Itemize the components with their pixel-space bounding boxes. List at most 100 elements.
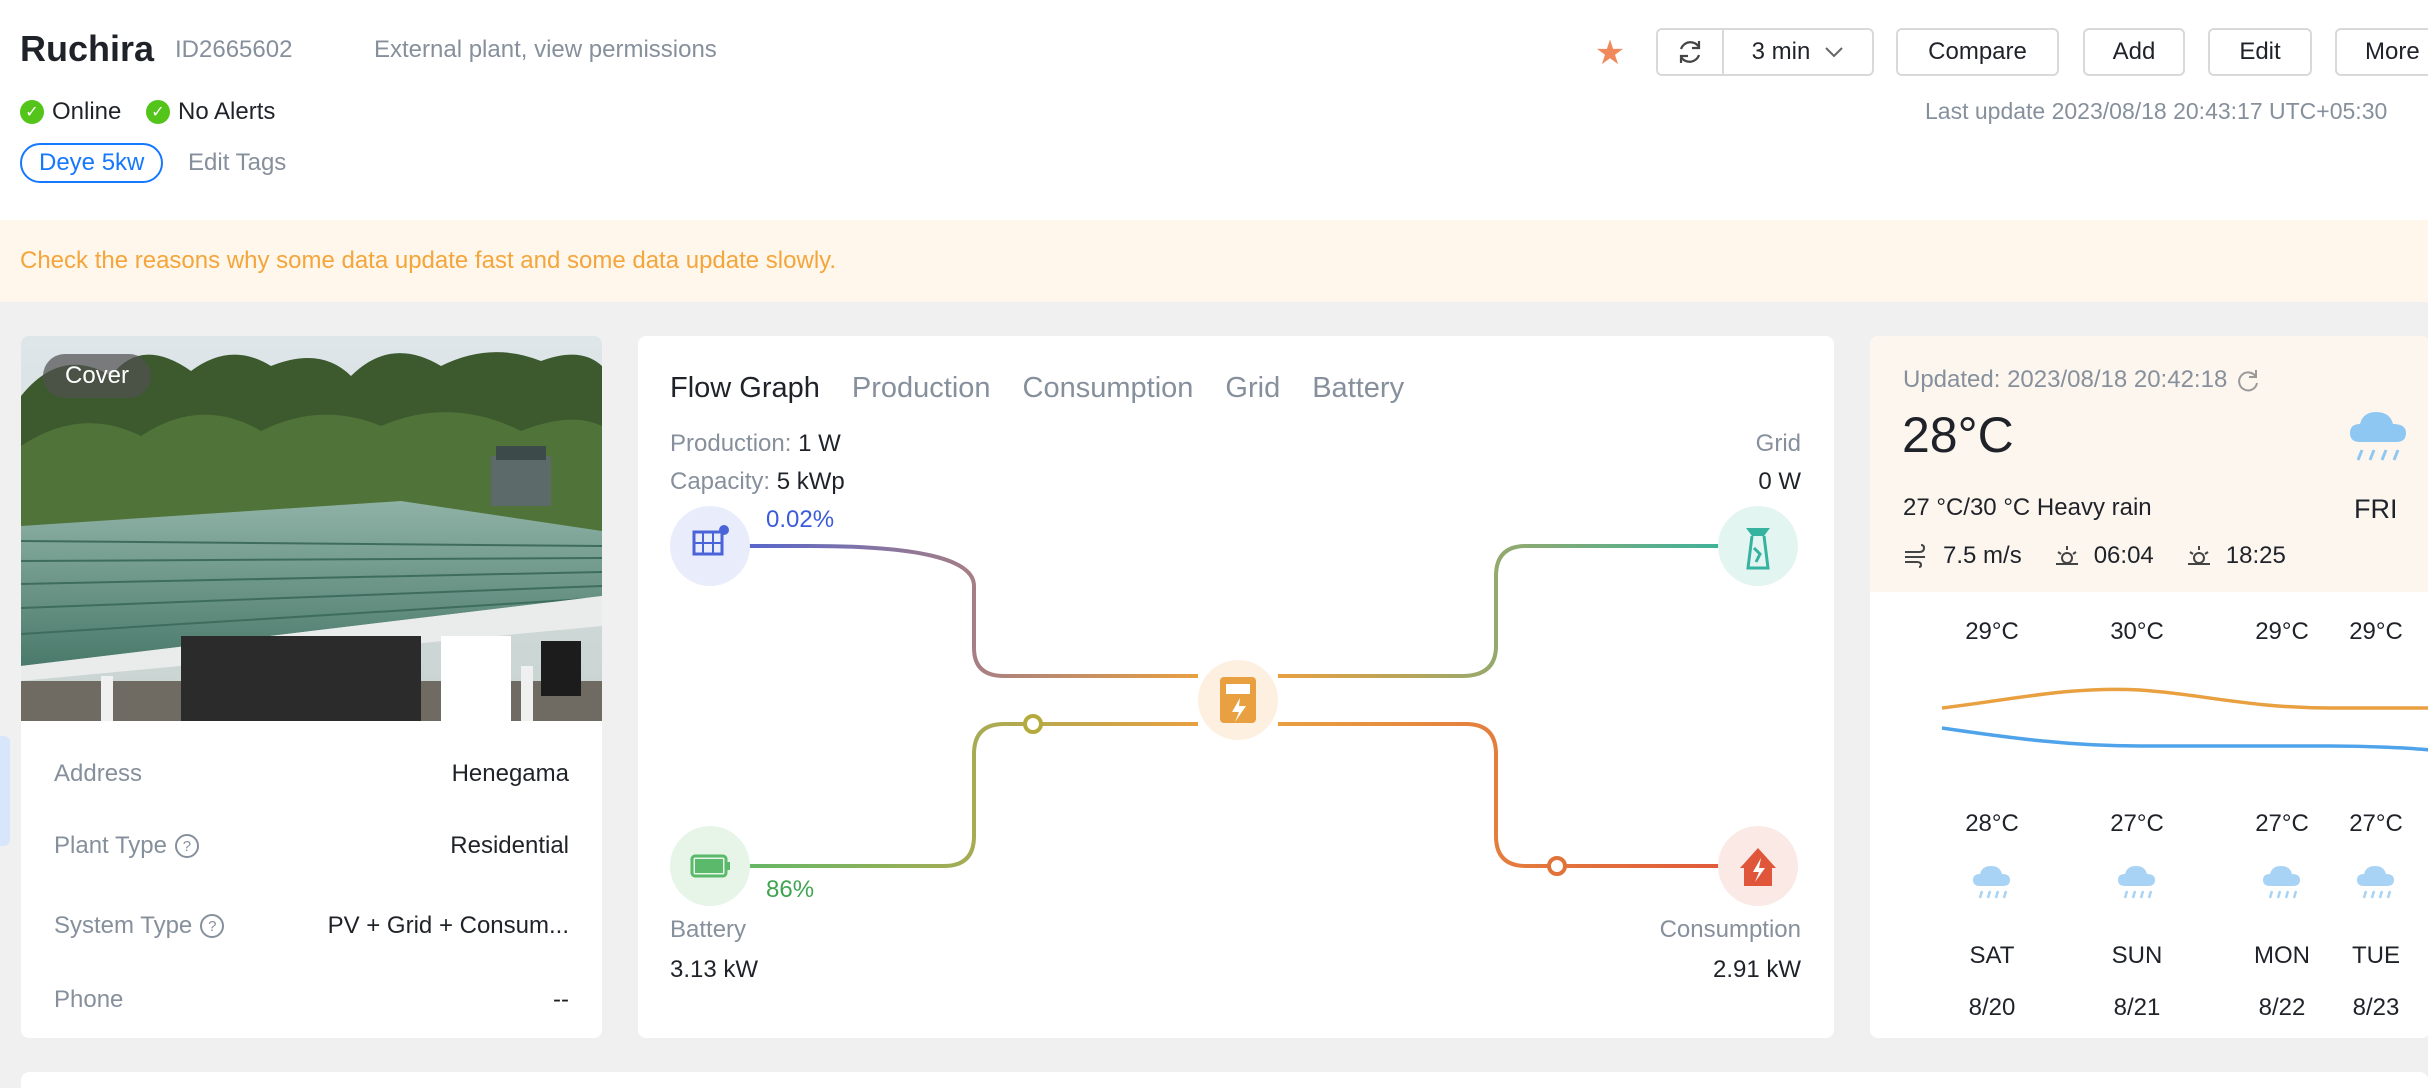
address-value: Henegama: [451, 760, 569, 787]
weather-meta: 7.5 m/s 06:04 18:25: [1903, 542, 2286, 570]
current-day: FRI: [2354, 494, 2398, 524]
solar-flow-line: [710, 544, 1198, 678]
battery-flow-line: [710, 722, 1198, 868]
capacity-readout: Capacity: 5 kWp: [670, 468, 845, 496]
rain-icon: [2357, 866, 2394, 899]
production-readout: Production: 1 W: [670, 430, 841, 458]
sidebar-collapse-handle[interactable]: [0, 736, 10, 846]
sunrise-time: 06:04: [2093, 542, 2154, 569]
weather-current: [1870, 336, 2428, 592]
address-label: Address: [54, 760, 143, 787]
refresh-icon[interactable]: [2234, 367, 2262, 395]
add-button[interactable]: Add: [2083, 28, 2185, 76]
rain-icon: [1973, 866, 2010, 899]
weather-description: 27 °C/30 °C Heavy rain: [1903, 494, 2152, 521]
consumption-label: Consumption: [1659, 916, 1801, 943]
more-button[interactable]: More: [2335, 28, 2428, 76]
sunset-icon: [2187, 546, 2210, 565]
weather-card: Updated: 2023/08/18 20:42:18 28°C 27 °C/…: [1870, 336, 2428, 1038]
inverter-icon: [1198, 660, 1278, 740]
refresh-interval-select[interactable]: 3 min: [1724, 30, 1872, 74]
info-row-address: Address Henegama: [54, 760, 569, 788]
flow-graph-card: Flow Graph Production Consumption Grid B…: [638, 336, 1834, 1038]
status-alerts-label: No Alerts: [178, 98, 276, 125]
notice-text[interactable]: Check the reasons why some data update f…: [20, 247, 837, 274]
forecast-low: 27°C: [2110, 810, 2164, 837]
forecast-weekday: MON: [2254, 942, 2310, 969]
help-circle-icon[interactable]: ?: [200, 914, 225, 938]
info-row-system-type: System Type ? PV + Grid + Consum...: [54, 912, 569, 940]
heavy-rain-icon: [2350, 412, 2406, 461]
status-online-label: Online: [52, 98, 122, 125]
help-circle-icon[interactable]: ?: [174, 834, 199, 858]
forecast-high: 29°C: [1965, 618, 2019, 645]
forecast-high: 29°C: [2349, 618, 2403, 645]
tab-flow-graph[interactable]: Flow Graph: [670, 372, 820, 404]
battery-value: 3.13 kW: [670, 956, 759, 983]
next-section-card: [21, 1072, 2428, 1088]
forecast-date: 8/22: [2258, 994, 2306, 1021]
flow-dot-battery: [1023, 714, 1043, 734]
production-label: Production:: [670, 430, 792, 457]
tab-grid[interactable]: Grid: [1225, 372, 1281, 404]
home-consumption-icon: [1718, 826, 1798, 906]
flow-tabs: Flow Graph Production Consumption Grid B…: [670, 372, 1404, 405]
forecast-date: 8/21: [2113, 994, 2161, 1021]
consumption-flow-line: [1278, 722, 1748, 868]
plant-id: ID2665602: [175, 36, 293, 63]
grid-label: Grid: [1755, 430, 1801, 457]
tab-production[interactable]: Production: [851, 372, 991, 404]
temperature-forecast-chart: [1941, 687, 2428, 752]
favorite-star-icon[interactable]: ★: [1594, 34, 1626, 72]
status-online: ✓ Online: [20, 98, 121, 126]
chevron-down-icon: [1825, 47, 1844, 58]
system-type-value: PV + Grid + Consum...: [327, 912, 569, 939]
cover-badge: Cover: [43, 354, 152, 398]
low-temperature-line: [1941, 726, 2428, 752]
plant-type-label-wrap: Plant Type ?: [54, 832, 199, 860]
grid-tower-icon: [1718, 506, 1798, 586]
system-type-label: System Type: [54, 912, 193, 939]
high-temperature-line: [1941, 687, 2428, 710]
check-circle-icon: ✓: [146, 100, 170, 124]
edit-button[interactable]: Edit: [2208, 28, 2312, 76]
consumption-value: 2.91 kW: [1712, 956, 1801, 983]
current-temperature: 28°C: [1902, 407, 2014, 463]
forecast-high: 30°C: [2110, 618, 2164, 645]
data-update-notice[interactable]: Check the reasons why some data update f…: [0, 220, 2428, 302]
refresh-icon: [1679, 41, 1701, 63]
capacity-value: 5 kWp: [776, 468, 845, 495]
forecast-low: 28°C: [1965, 810, 2019, 837]
weather-updated-label: Updated:: [1903, 366, 2001, 393]
last-update-time: Last update 2023/08/18 20:43:17 UTC+05:3…: [1925, 98, 2388, 124]
refresh-button[interactable]: [1658, 30, 1724, 74]
plant-name: Ruchira: [20, 28, 155, 69]
info-row-phone: Phone --: [54, 986, 569, 1014]
info-row-plant-type: Plant Type ? Residential: [54, 832, 569, 860]
forecast-high: 29°C: [2255, 618, 2309, 645]
tab-battery[interactable]: Battery: [1312, 372, 1405, 404]
compare-button[interactable]: Compare: [1896, 28, 2059, 76]
flow-dot-consumption: [1547, 856, 1567, 876]
weather-updated-time: 2023/08/18 20:42:18: [2007, 366, 2228, 393]
battery-percentage: 86%: [766, 876, 815, 903]
forecast-date: 8/23: [2352, 994, 2400, 1021]
energy-flow-diagram: [670, 506, 1798, 906]
forecast-date: 8/20: [1968, 994, 2016, 1021]
rain-icon: [2263, 866, 2300, 899]
phone-label: Phone: [54, 986, 124, 1013]
weather-updated: Updated: 2023/08/18 20:42:18: [1903, 366, 2262, 395]
plant-tag[interactable]: Deye 5kw: [20, 143, 164, 183]
plant-type-value: Residential: [450, 832, 569, 859]
sunset-time: 18:25: [2225, 542, 2286, 569]
forecast-weekday: TUE: [2352, 942, 2400, 969]
capacity-label: Capacity:: [670, 468, 771, 495]
plant-type-label: Plant Type: [54, 832, 167, 859]
production-value: 1 W: [798, 430, 841, 457]
refresh-control: 3 min: [1656, 28, 1874, 76]
status-alerts: ✓ No Alerts: [146, 98, 275, 126]
edit-tags-link[interactable]: Edit Tags: [188, 149, 287, 176]
grid-flow-line: [1278, 544, 1748, 678]
wind-speed: 7.5 m/s: [1943, 542, 2022, 569]
tab-consumption[interactable]: Consumption: [1022, 372, 1194, 404]
